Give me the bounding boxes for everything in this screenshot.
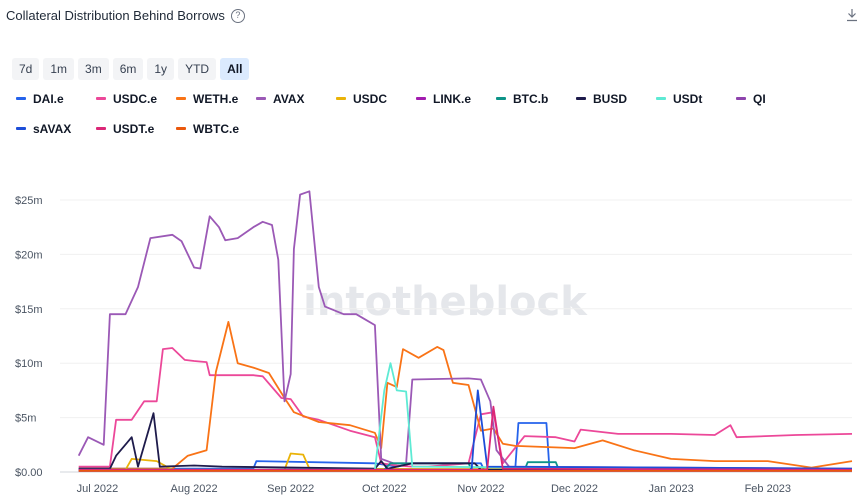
x-tick-label: Oct 2022 [362,483,407,495]
legend-item[interactable]: WBTC.e [176,120,256,137]
legend-swatch [496,97,506,100]
series-line-busd[interactable] [78,412,852,471]
legend-swatch [416,97,426,100]
legend-swatch [656,97,666,100]
watermark: intotheblock [303,279,588,325]
x-tick-label: Nov 2022 [457,483,504,495]
x-tick-label: Feb 2023 [745,483,791,495]
legend-label: WETH.e [193,91,239,106]
series-line-avax[interactable] [77,190,853,470]
x-tick-label: Aug 2022 [171,483,218,495]
series-line-usdt[interactable] [78,362,853,471]
series-line-savax[interactable] [78,389,853,471]
range-button-all[interactable]: All [220,58,250,80]
x-tick-label: Sep 2022 [267,483,314,495]
legend-item[interactable]: USDC [336,90,416,107]
y-tick-label: $5m [15,413,36,425]
legend-label: DAI.e [33,91,64,106]
time-range-selector: 7d 1m 3m 6m 1y YTD All [12,58,250,80]
legend-swatch [256,97,266,100]
legend-swatch [176,97,186,100]
line-chart: intotheblock $0.00 $5m $10m $15m $20m $25m Jul … [15,190,853,495]
y-tick-label: $15m [15,304,43,316]
legend-item[interactable]: DAI.e [16,90,96,107]
legend-item[interactable]: USDC.e [96,90,176,107]
series-line-weth-e[interactable] [78,320,853,470]
y-tick-label: $20m [15,249,43,261]
legend-item[interactable]: USDT.e [96,120,176,137]
chart-title: Collateral Distribution Behind Borrows [6,8,225,23]
legend-swatch [16,97,26,100]
legend-label: USDC.e [113,91,158,106]
legend-swatch [96,127,106,130]
range-button-7d[interactable]: 7d [12,58,40,80]
series-line-usdt-e[interactable] [78,405,853,471]
legend-swatch [16,127,26,130]
y-tick-label: $10m [15,358,43,370]
legend-label: sAVAX [33,121,72,136]
legend-label: BUSD [593,91,628,106]
range-button-ytd[interactable]: YTD [178,58,217,80]
y-tick-label: $0.00 [15,467,43,479]
legend-item[interactable]: USDt [656,90,736,107]
legend-item[interactable]: WETH.e [176,90,256,107]
legend-swatch [736,97,746,100]
chart-legend: DAI.e USDC.e WETH.e AVAX USDC LINK.e BTC.b BUSD… [16,90,856,137]
x-tick-label: Jan 2023 [649,483,694,495]
range-button-1y[interactable]: 1y [147,58,175,80]
chart-header: Collateral Distribution Behind Borrows ? [6,8,245,23]
y-tick-label: $25m [15,195,43,207]
question-circle-icon[interactable]: ? [230,8,245,23]
legend-label: BTC.b [513,91,549,106]
series-line-usdc-e[interactable] [78,347,853,468]
legend-item[interactable]: sAVAX [16,120,96,137]
range-button-6m[interactable]: 6m [112,58,144,80]
legend-item[interactable]: BUSD [576,90,656,107]
legend-swatch [336,97,346,100]
range-button-1m[interactable]: 1m [43,58,75,80]
legend-item[interactable]: LINK.e [416,90,496,107]
legend-label: AVAX [273,91,305,106]
legend-item[interactable]: AVAX [256,90,336,107]
legend-label: WBTC.e [193,121,239,136]
legend-swatch [576,97,586,100]
legend-item[interactable]: BTC.b [496,90,576,107]
range-button-3m[interactable]: 3m [78,58,109,80]
legend-swatch [96,97,106,100]
legend-item[interactable]: QI [736,90,816,107]
legend-label: USDC [353,91,388,106]
legend-swatch [176,127,186,130]
legend-label: LINK.e [433,91,472,106]
legend-label: QI [753,91,766,106]
x-tick-label: Jul 2022 [77,483,119,495]
download-icon[interactable] [846,8,858,22]
x-tick-label: Dec 2022 [551,483,598,495]
legend-label: USDt [673,91,703,106]
legend-label: USDT.e [113,121,155,136]
